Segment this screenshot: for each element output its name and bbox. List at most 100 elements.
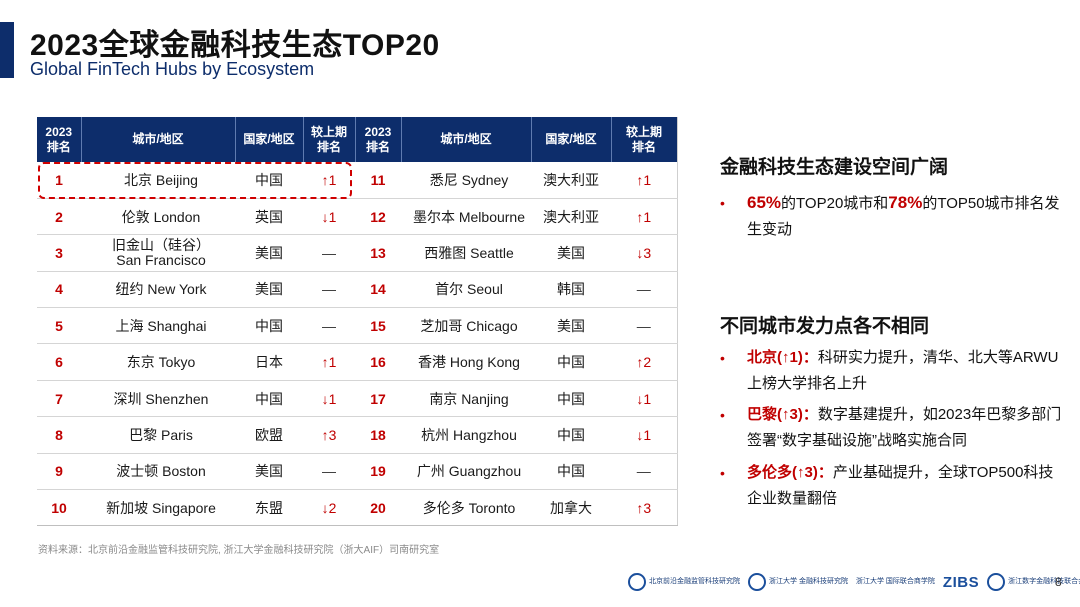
city-cell: 杭州 Hangzhou — [401, 416, 531, 454]
table-row: 7 深圳 Shenzhen 中国 ↓1 17 南京 Nanjing 中国 ↓1 — [37, 380, 677, 418]
bullet-text: 的TOP50城市排名发生变动 — [747, 195, 1060, 238]
country-cell: 澳大利亚 — [531, 198, 611, 236]
country-cell: 中国 — [531, 416, 611, 454]
rank-cell: 7 — [37, 380, 81, 418]
change-cell: ↑1 — [611, 162, 677, 199]
table-row: 8 巴黎 Paris 欧盟 ↑3 18 杭州 Hangzhou 中国 ↓1 — [37, 416, 677, 454]
country-cell: 中国 — [235, 380, 303, 418]
header-country: 国家/地区 — [530, 117, 611, 162]
country-cell: 欧盟 — [235, 416, 303, 454]
country-cell: 美国 — [235, 453, 303, 491]
change-cell: — — [611, 307, 677, 345]
header-rank: 2023 排名 — [354, 117, 401, 162]
city-cell: 波士顿 Boston — [81, 453, 235, 491]
bullet-item: • 多伦多(↑3)：产业基础提升，全球TOP500科技企业数量翻倍 — [720, 460, 1062, 512]
change-cell: ↑3 — [303, 416, 355, 454]
section-heading-1: 金融科技生态建设空间广阔 — [720, 157, 949, 178]
rank-cell: 12 — [355, 198, 401, 236]
percent-top20: 65% — [747, 193, 782, 212]
rank-cell: 11 — [355, 162, 401, 199]
change-cell: — — [303, 453, 355, 491]
header-change: 较上期 排名 — [302, 117, 355, 162]
change-cell: ↑3 — [611, 489, 677, 527]
change-cell: ↓2 — [303, 489, 355, 527]
title-accent-bar — [0, 22, 14, 78]
country-cell: 美国 — [235, 234, 303, 272]
table-row: 3 旧金山（硅谷） San Francisco 美国 —13 西雅图 Seattle 美国 ↓… — [37, 234, 677, 272]
country-cell: 美国 — [531, 234, 611, 272]
rank-cell: 15 — [355, 307, 401, 345]
country-cell: 中国 — [531, 343, 611, 381]
zibs-logo: ZIBS — [942, 573, 980, 591]
rank-cell: 19 — [355, 453, 401, 491]
city-cell: 多伦多 Toronto — [401, 489, 531, 527]
bullet-text: 产业基础提升，全球TOP500科技企业数量翻倍 — [747, 464, 1054, 507]
change-cell: — — [303, 307, 355, 345]
table-row: 5 上海 Shanghai 中国 —15 芝加哥 Chicago 美国 — — [37, 307, 677, 345]
bullet-lead: 北京(↑1)： — [747, 349, 818, 366]
federation-logo-icon — [987, 573, 1006, 591]
institute-logo-icon — [628, 573, 646, 591]
city-cell: 东京 Tokyo — [81, 343, 235, 381]
bullet-item: • 北京(↑1)：科研实力提升，清华、北大等ARWU上榜大学排名上升 — [720, 345, 1062, 397]
city-cell: 西雅图 Seattle — [401, 234, 531, 272]
city-cell: 芝加哥 Chicago — [401, 307, 531, 345]
header-city: 城市/地区 — [400, 117, 531, 162]
bullet-lead: 巴黎(↑3)： — [747, 406, 818, 423]
table-row: 2 伦敦 London 英国 ↓1 12 墨尔本 Melbourne 澳大利亚 ↑1 — [37, 198, 677, 236]
rank-cell: 6 — [37, 343, 81, 381]
header-rank: 2023 排名 — [37, 117, 81, 162]
city-cell: 广州 Guangzhou — [401, 453, 531, 491]
bullet-text: 科研实力提升，清华、北大等ARWU上榜大学排名上升 — [747, 349, 1059, 392]
rank-cell: 9 — [37, 453, 81, 491]
country-cell: 中国 — [235, 162, 303, 199]
table-row: 6 东京 Tokyo 日本 ↑1 16 香港 Hong Kong 中国 ↑2 — [37, 343, 677, 381]
section-heading-2: 不同城市发力点各不相同 — [720, 316, 930, 337]
source-note: 资料来源：北京前沿金融监管科技研究院, 浙江大学金融科技研究院（浙大AIF）司南… — [38, 545, 440, 556]
change-cell: ↑1 — [303, 162, 355, 199]
rank-cell: 5 — [37, 307, 81, 345]
country-cell: 澳大利亚 — [531, 162, 611, 199]
city-cell: 香港 Hong Kong — [401, 343, 531, 381]
country-cell: 美国 — [235, 271, 303, 309]
logo-zju-aif: 浙江大学 金融科技研究院 — [748, 573, 848, 591]
logo-zj-fintech: 浙江数字金融科技联合会 — [987, 573, 1080, 591]
rank-cell: 2 — [37, 198, 81, 236]
bullet-dot: • — [720, 350, 725, 366]
country-cell: 中国 — [235, 307, 303, 345]
rank-cell: 17 — [355, 380, 401, 418]
table-row: 9 波士顿 Boston 美国 —19 广州 Guangzhou 中国 — — [37, 453, 677, 491]
city-cell: 北京 Beijing — [81, 162, 235, 199]
city-cell: 墨尔本 Melbourne — [401, 198, 531, 236]
table-row: 1 北京 Beijing 中国 ↑1 11 悉尼 Sydney 澳大利亚 ↑1 — [37, 162, 677, 199]
city-cell: 上海 Shanghai — [81, 307, 235, 345]
change-cell: — — [611, 453, 677, 491]
bullet-item: • 65%的TOP20城市和78%的TOP50城市排名发生变动 — [720, 190, 1062, 243]
change-cell: — — [303, 271, 355, 309]
bullet-lead: 多伦多(↑3)： — [747, 464, 833, 481]
change-cell: ↓1 — [611, 416, 677, 454]
city-cell: 新加坡 Singapore — [81, 489, 235, 527]
beijing-highlight-box — [38, 162, 352, 199]
city-cell: 纽约 New York — [81, 271, 235, 309]
country-cell: 美国 — [531, 307, 611, 345]
city-cell: 旧金山（硅谷） San Francisco — [81, 234, 235, 272]
table-row: 10 新加坡 Singapore 东盟 ↓2 20 多伦多 Toronto 加拿大 ↑3 — [37, 489, 677, 527]
change-cell: ↓3 — [611, 234, 677, 272]
change-cell: ↑1 — [611, 198, 677, 236]
change-cell: — — [303, 234, 355, 272]
city-cell: 南京 Nanjing — [401, 380, 531, 418]
country-cell: 英国 — [235, 198, 303, 236]
change-cell: — — [611, 271, 677, 309]
country-cell: 东盟 — [235, 489, 303, 527]
city-cell: 深圳 Shenzhen — [81, 380, 235, 418]
table-row: 4 纽约 New York 美国 —14 首尔 Seoul 韩国 — — [37, 271, 677, 309]
change-cell: ↓1 — [303, 380, 355, 418]
city-cell: 巴黎 Paris — [81, 416, 235, 454]
country-cell: 加拿大 — [531, 489, 611, 527]
footer-logos: 北京前沿金融监管科技研究院 浙江大学 金融科技研究院 浙江大学 国际联合商学院 … — [628, 571, 1080, 593]
rank-cell: 20 — [355, 489, 401, 527]
ranking-table: 2023 排名 城市/地区 国家/地区 较上期 排名 2023 排名 城市/地区 国家… — [37, 117, 678, 527]
rank-cell: 1 — [37, 162, 81, 199]
logo-beijing-institute: 北京前沿金融监管科技研究院 — [628, 573, 740, 591]
